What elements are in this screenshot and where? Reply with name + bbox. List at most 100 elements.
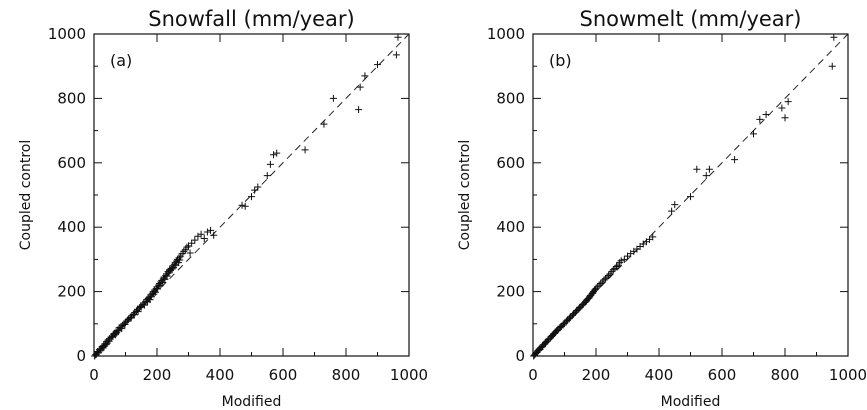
data-point-plus bbox=[609, 266, 617, 274]
data-point-plus bbox=[117, 323, 125, 331]
data-point-plus bbox=[600, 276, 608, 284]
data-point-plus bbox=[731, 156, 739, 164]
chart-title: Snowmelt (mm/year) bbox=[579, 7, 801, 31]
data-point-plus bbox=[126, 313, 134, 321]
data-point-plus bbox=[605, 272, 613, 279]
data-point-plus bbox=[617, 257, 625, 265]
data-point-plus bbox=[603, 273, 611, 281]
data-point-plus bbox=[612, 262, 620, 270]
data-point-plus bbox=[601, 275, 609, 283]
data-point-plus bbox=[374, 61, 381, 69]
panel-label: (b) bbox=[549, 51, 572, 70]
data-point-plus bbox=[784, 98, 792, 106]
data-point-plus bbox=[830, 33, 838, 41]
data-point-plus bbox=[238, 201, 246, 209]
data-point-plus bbox=[186, 249, 194, 257]
data-point-plus bbox=[133, 307, 141, 315]
data-point-plus bbox=[183, 243, 191, 251]
y-tick-label: 1000 bbox=[48, 25, 86, 43]
x-tick-label: 200 bbox=[582, 366, 611, 384]
data-point-plus bbox=[320, 120, 328, 128]
y-tick-label: 400 bbox=[57, 218, 86, 236]
data-point-plus bbox=[180, 247, 188, 255]
data-point-plus bbox=[176, 256, 184, 264]
y-tick-label: 800 bbox=[496, 89, 525, 107]
data-point-plus bbox=[140, 301, 148, 309]
data-point-plus bbox=[263, 172, 271, 180]
x-tick-label: 400 bbox=[645, 366, 674, 384]
x-axis-label: Modified bbox=[222, 394, 282, 410]
data-point-plus bbox=[273, 149, 281, 157]
x-tick-label: 400 bbox=[206, 366, 235, 384]
data-point-plus bbox=[828, 62, 836, 70]
chart-title: Snowfall (mm/year) bbox=[148, 7, 355, 31]
panel-a: 0 200 400 600 800 1000 0 200 400 600 800 1000 Snowfa… bbox=[18, 7, 428, 410]
data-point-plus bbox=[241, 202, 249, 210]
data-point-plus bbox=[649, 233, 657, 241]
data-point-plus bbox=[671, 201, 679, 209]
y-axis-label: Coupled control bbox=[18, 140, 34, 250]
data-point-plus bbox=[595, 281, 603, 289]
y-tick-label: 0 bbox=[76, 347, 86, 365]
data-point-plus bbox=[762, 111, 770, 118]
data-point-plus bbox=[188, 239, 196, 247]
data-point-plus bbox=[254, 183, 262, 191]
data-point-plus bbox=[705, 165, 713, 173]
data-point-plus bbox=[781, 114, 789, 122]
data-point-plus bbox=[750, 130, 757, 138]
x-tick-label: 200 bbox=[143, 366, 172, 384]
data-point-plus bbox=[355, 106, 363, 114]
x-tick-label: 0 bbox=[89, 366, 99, 384]
data-point-plus bbox=[194, 232, 202, 240]
data-point-plus bbox=[392, 51, 400, 59]
x-axis-label: Modified bbox=[661, 394, 721, 410]
data-point-plus bbox=[210, 231, 218, 239]
data-point-plus bbox=[611, 264, 619, 272]
y-tick-label: 400 bbox=[496, 218, 525, 236]
y-tick-label: 1000 bbox=[487, 25, 525, 43]
data-point-plus bbox=[668, 207, 676, 215]
data-point-plus bbox=[136, 304, 144, 312]
data-point-plus bbox=[778, 104, 786, 112]
y-tick-label: 600 bbox=[57, 154, 86, 172]
data-point-plus bbox=[594, 283, 602, 291]
data-point-plus bbox=[702, 172, 710, 180]
x-tick-label: 0 bbox=[528, 366, 538, 384]
panel-label: (a) bbox=[110, 51, 132, 70]
data-point-plus bbox=[248, 193, 255, 201]
data-point-plus bbox=[207, 226, 215, 234]
x-tick-label: 600 bbox=[708, 366, 737, 384]
data-point-plus bbox=[139, 300, 147, 308]
data-point-plus bbox=[597, 280, 605, 288]
data-point-plus bbox=[191, 236, 199, 244]
data-point-plus bbox=[687, 193, 694, 201]
x-tick-label: 800 bbox=[332, 366, 361, 384]
data-point-plus bbox=[756, 115, 764, 123]
data-point-plus bbox=[200, 234, 208, 242]
x-tick-label: 1000 bbox=[390, 366, 428, 384]
data-point-plus bbox=[168, 265, 176, 273]
data-point-plus bbox=[118, 325, 126, 333]
data-point-plus bbox=[270, 151, 278, 159]
data-point-plus bbox=[197, 230, 205, 238]
data-point-plus bbox=[129, 310, 137, 318]
data-point-plus bbox=[394, 33, 402, 41]
x-tick-label: 800 bbox=[771, 366, 800, 384]
data-point-plus bbox=[329, 94, 337, 102]
data-point-plus bbox=[361, 72, 369, 80]
panel-b: 0 200 400 600 800 1000 0 200 400 600 800 1000 Snowme… bbox=[457, 7, 867, 410]
x-tick-label: 600 bbox=[269, 366, 298, 384]
data-point-plus bbox=[356, 83, 364, 91]
data-point-plus bbox=[146, 296, 154, 304]
y-axis-label: Coupled control bbox=[457, 140, 473, 250]
data-point-plus bbox=[301, 146, 309, 154]
data-point-plus bbox=[251, 186, 259, 194]
x-tick-label: 1000 bbox=[829, 366, 867, 384]
y-tick-label: 0 bbox=[515, 347, 525, 365]
y-tick-label: 200 bbox=[496, 283, 525, 301]
data-point-plus bbox=[598, 278, 606, 286]
data-point-plus bbox=[102, 341, 110, 349]
data-point-plus bbox=[134, 308, 142, 316]
data-point-plus bbox=[203, 228, 211, 236]
